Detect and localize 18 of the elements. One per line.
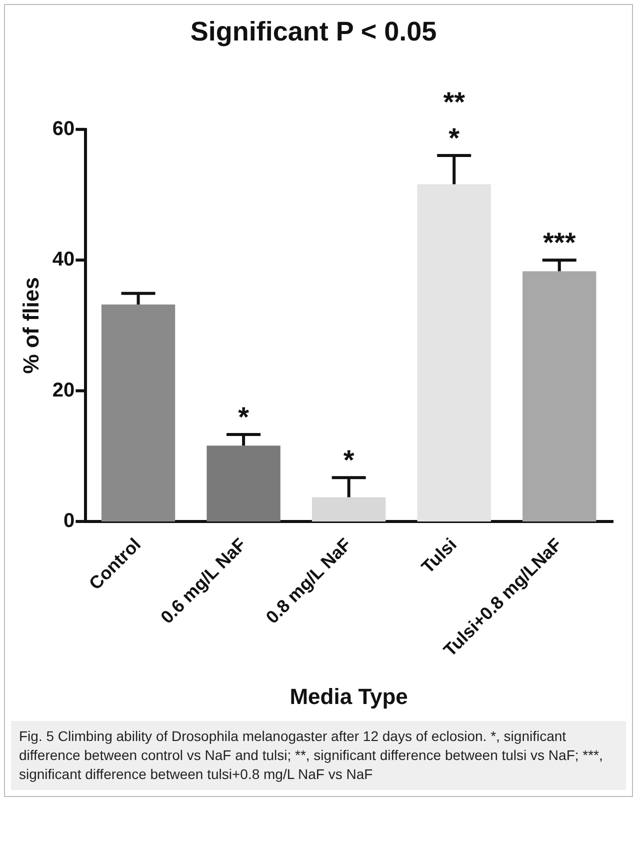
- annotation: *: [448, 122, 460, 154]
- y-tick-label: 40: [52, 248, 75, 271]
- y-tick-label: 20: [52, 379, 75, 402]
- caption: Fig. 5 Climbing ability of Drosophila melanogaster after 12 days of eclosion. *, significant difference between control vs NaF and tulsi; **, significant difference between tulsi vs NaF; ***, significant difference between tulsi+0.8 mg/L NaF vs NaF: [11, 721, 626, 790]
- annotation: *: [343, 444, 354, 476]
- annotation: **: [443, 86, 466, 118]
- chart-title: Significant P < 0.05: [190, 16, 437, 47]
- bar: [417, 184, 491, 522]
- annotation: *: [238, 401, 250, 432]
- y-axis-title: % of flies: [18, 277, 44, 374]
- annotation: ***: [543, 226, 576, 258]
- y-tick-label: 0: [64, 510, 75, 532]
- bar: [522, 271, 596, 522]
- bar: [206, 446, 280, 522]
- x-axis-title: Media Type: [290, 684, 408, 709]
- bar: [312, 497, 386, 522]
- y-tick-label: 60: [52, 118, 75, 140]
- bar: [101, 304, 176, 522]
